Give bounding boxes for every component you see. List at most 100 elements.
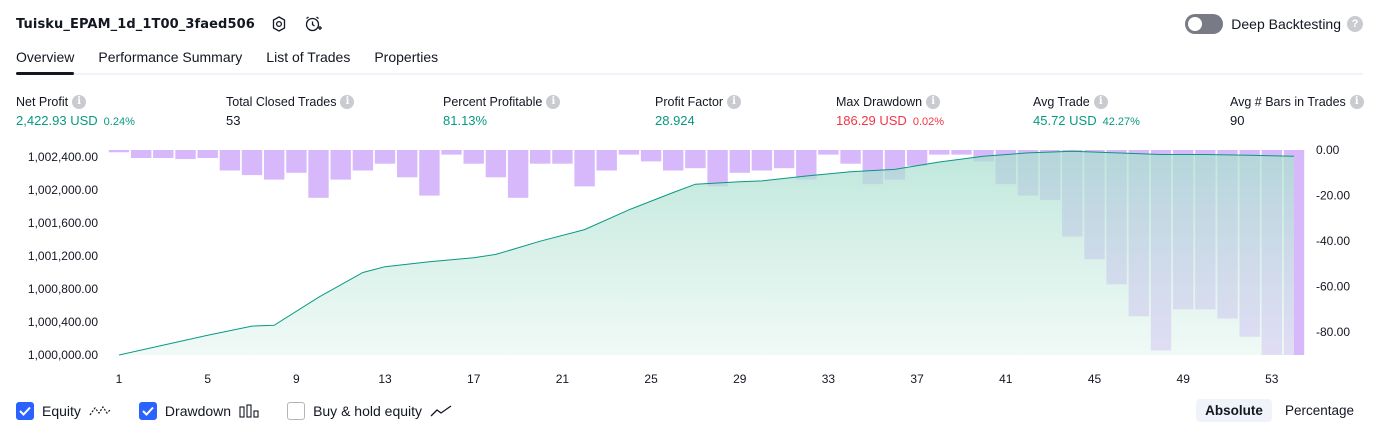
metric-label: Net Profit xyxy=(16,94,69,109)
drawdown-bar xyxy=(153,150,174,158)
deep-backtesting: Deep Backtesting ? xyxy=(1185,12,1363,36)
info-icon[interactable]: i xyxy=(727,94,742,109)
drawdown-bar xyxy=(441,150,462,155)
metric-value: 186.29 USD xyxy=(836,113,907,128)
metric-sub: 42.27% xyxy=(1102,116,1140,128)
y-left-tick-label: 1,002,400.00 xyxy=(28,150,98,164)
drawdown-bar xyxy=(330,150,351,180)
drawdown-bar xyxy=(729,150,750,173)
absolute-button[interactable]: Absolute xyxy=(1196,399,1272,422)
drawdown-bar xyxy=(197,150,218,158)
x-axis: 1 5 9 13 17 21 25 29 33 37 41 45 49 53 xyxy=(116,372,1279,386)
drawdown-bar xyxy=(929,150,950,155)
drawdown-bar xyxy=(507,150,529,198)
y-left-tick-label: 1,000,800.00 xyxy=(28,282,98,296)
x-tick-label: 21 xyxy=(556,372,570,386)
metric-label: Max Drawdown xyxy=(836,94,923,109)
metric-value: 81.13% xyxy=(443,113,488,128)
y-right-tick-label: -40.00 xyxy=(1316,234,1350,248)
drawdown-bar xyxy=(840,150,861,164)
checkbox-checked-icon[interactable] xyxy=(138,402,157,420)
metric-net-profit: Net Profit i 2,422.93 USD 0.24% xyxy=(16,93,135,128)
metric-sub: 0.24% xyxy=(103,116,135,128)
buy-hold-legend-icon xyxy=(430,405,452,417)
y-left-tick-label: 1,000,400.00 xyxy=(28,315,98,329)
y-left-tick-label: 1,000,000.00 xyxy=(28,348,98,362)
drawdown-bar xyxy=(286,150,307,173)
add-alert-icon[interactable] xyxy=(303,14,323,34)
drawdown-bar xyxy=(419,150,440,196)
x-tick-label: 5 xyxy=(204,372,211,386)
metric-avg-trade: Avg Trade i 45.72 USD 42.27% xyxy=(1033,93,1140,128)
equity-label: Equity xyxy=(42,403,81,419)
metric-value: 28.924 xyxy=(655,113,695,128)
info-icon[interactable]: i xyxy=(72,94,87,109)
y-axis-left: 1,002,400.00 1,002,000.00 1,001,600.00 1,00… xyxy=(28,150,98,362)
tab-list-of-trades[interactable]: List of Trades xyxy=(266,49,351,65)
chart-legend-bar: Equity Drawdown Buy & hold equity Absolu… xyxy=(16,399,1363,423)
metric-value: 53 xyxy=(226,113,241,128)
metric-label: Percent Profitable xyxy=(443,94,543,109)
y-left-tick-label: 1,001,600.00 xyxy=(28,216,98,230)
percentage-button[interactable]: Percentage xyxy=(1284,403,1354,418)
drawdown-bar xyxy=(175,150,196,160)
drawdown-bar xyxy=(108,150,130,153)
drawdown-bar xyxy=(241,150,263,176)
drawdown-bar xyxy=(951,150,972,155)
drawdown-bar xyxy=(374,150,396,164)
drawdown-bar xyxy=(131,150,152,158)
x-tick-label: 1 xyxy=(116,372,123,386)
tab-properties[interactable]: Properties xyxy=(374,49,439,65)
metric-profit-factor: Profit Factor i 28.924 xyxy=(655,93,742,128)
metric-label: Avg Trade xyxy=(1033,94,1090,109)
drawdown-bar xyxy=(397,150,418,178)
drawdown-bar xyxy=(640,150,662,162)
x-tick-label: 41 xyxy=(999,372,1013,386)
checkbox-checked-icon[interactable] xyxy=(16,402,34,420)
y-left-tick-label: 1,002,000.00 xyxy=(28,183,98,197)
x-tick-label: 53 xyxy=(1265,372,1279,386)
x-tick-label: 49 xyxy=(1177,372,1191,386)
x-tick-label: 37 xyxy=(910,372,924,386)
drawdown-checkbox[interactable]: Drawdown xyxy=(138,402,259,420)
info-icon[interactable]: i xyxy=(546,94,561,109)
y-right-tick-label: -20.00 xyxy=(1316,189,1350,203)
drawdown-bar xyxy=(818,150,839,155)
info-icon[interactable]: i xyxy=(340,94,355,109)
metrics-row: Net Profit i 2,422.93 USD 0.24% Total Clos… xyxy=(0,93,1379,133)
equity-area xyxy=(119,151,1294,355)
drawdown-bar xyxy=(707,150,728,187)
x-tick-label: 17 xyxy=(467,372,481,386)
drawdown-bar xyxy=(596,150,617,171)
scale-switch: Absolute Percentage xyxy=(1192,399,1363,422)
y-left-tick-label: 1,001,200.00 xyxy=(28,249,98,263)
tab-overview[interactable]: Overview xyxy=(16,45,75,75)
y-axis-right: 0.00 -20.00 -40.00 -60.00 -80.00 xyxy=(1316,143,1350,339)
drawdown-bar xyxy=(751,150,773,171)
drawdown-bar xyxy=(574,150,595,187)
equity-drawdown-chart: 1,002,400.00 1,002,000.00 1,001,600.00 1,00… xyxy=(28,143,1350,386)
help-icon[interactable]: ? xyxy=(1347,16,1363,32)
metric-value: 2,422.93 USD xyxy=(16,113,98,128)
metric-percent-profitable: Percent Profitable i 81.13% xyxy=(443,93,561,128)
metric-avg-bars: Avg # Bars in Trades i 90 xyxy=(1230,93,1364,128)
checkbox-unchecked-icon[interactable] xyxy=(287,402,306,420)
info-icon[interactable]: i xyxy=(926,94,941,109)
equity-checkbox[interactable]: Equity xyxy=(16,402,111,420)
drawdown-bar xyxy=(308,150,329,198)
x-tick-label: 9 xyxy=(293,372,300,386)
deep-backtesting-toggle[interactable] xyxy=(1185,14,1224,34)
info-icon[interactable]: i xyxy=(1093,94,1108,109)
buy-hold-label: Buy & hold equity xyxy=(313,403,423,419)
y-right-tick-label: -60.00 xyxy=(1316,280,1350,294)
buy-hold-checkbox[interactable]: Buy & hold equity xyxy=(287,402,452,420)
drawdown-bar xyxy=(685,150,706,169)
drawdown-bar xyxy=(352,150,374,171)
settings-icon[interactable] xyxy=(269,14,289,34)
drawdown-bar xyxy=(463,150,484,164)
metric-total-closed-trades: Total Closed Trades i 53 xyxy=(226,93,355,128)
drawdown-label: Drawdown xyxy=(164,403,232,419)
strategy-title: Tuisku_EPAM_1d_1T00_3faed506 xyxy=(16,16,255,32)
tab-performance-summary[interactable]: Performance Summary xyxy=(98,49,243,65)
info-icon[interactable]: i xyxy=(1349,94,1364,109)
